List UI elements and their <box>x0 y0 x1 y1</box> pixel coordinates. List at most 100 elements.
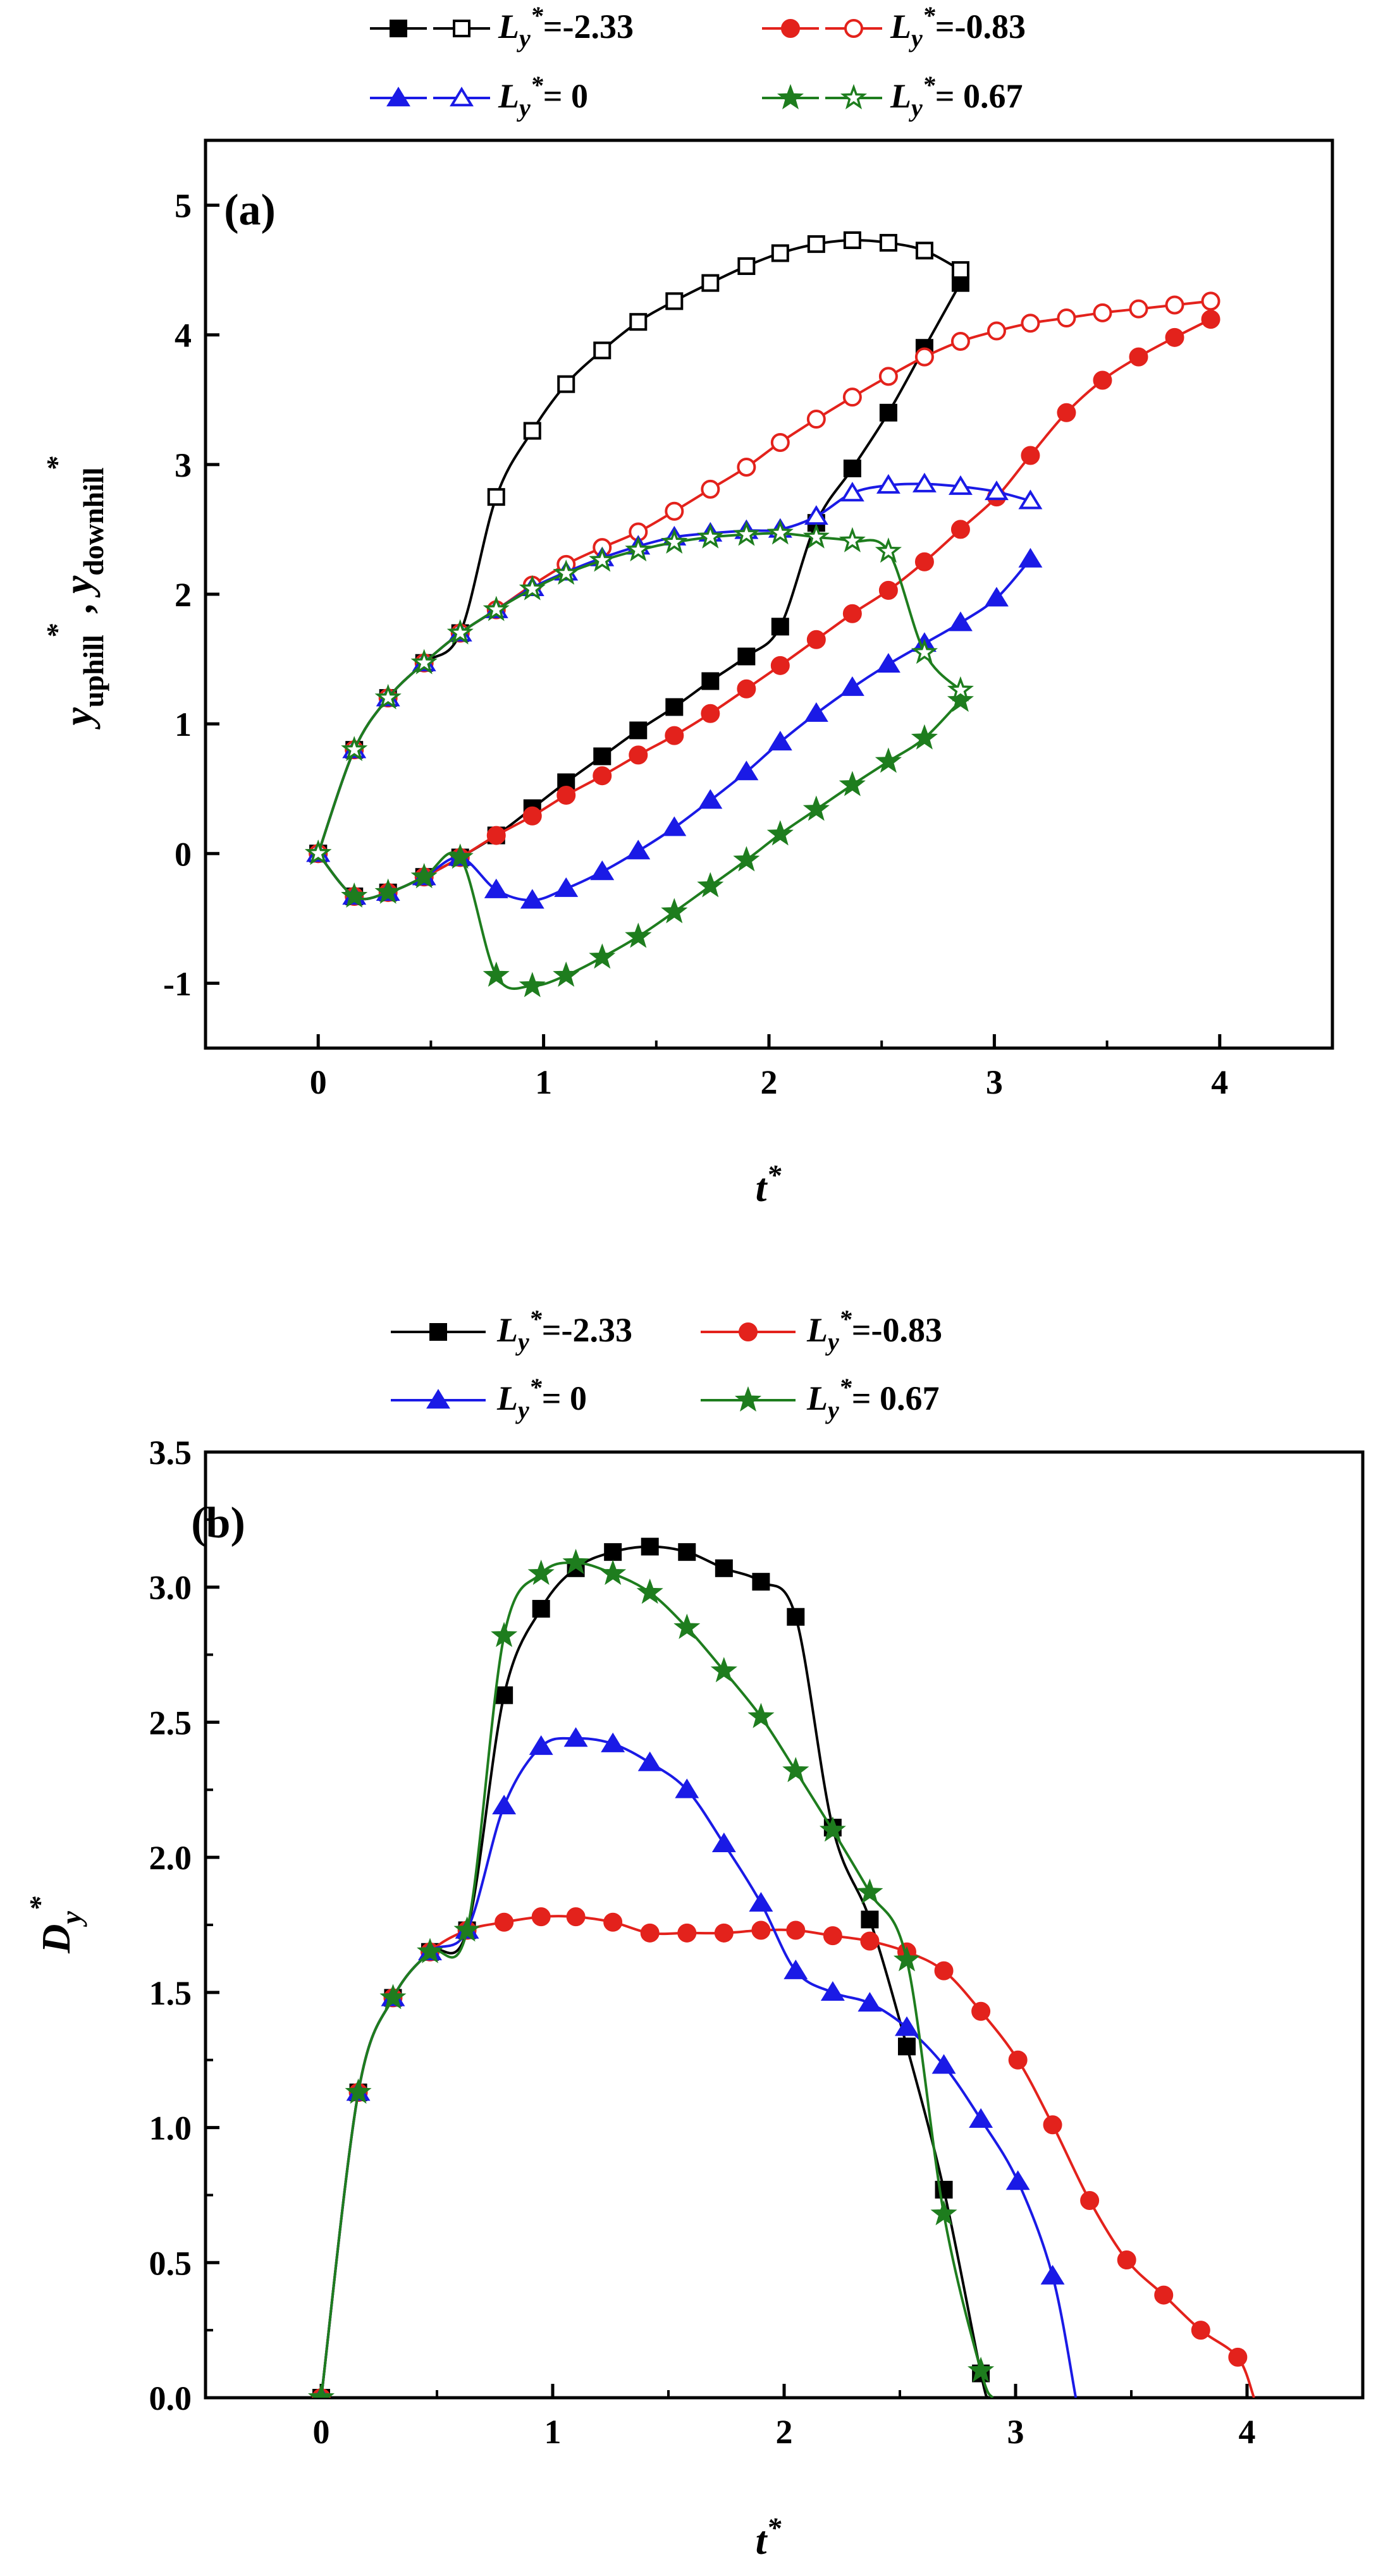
legend-marker-open <box>844 19 863 38</box>
data-point <box>446 843 474 869</box>
data-point <box>819 1816 846 1842</box>
data-point <box>641 1537 659 1556</box>
data-point <box>934 1961 954 1981</box>
data-point <box>1093 303 1112 322</box>
data-point <box>1165 295 1184 315</box>
data-point <box>911 724 938 750</box>
data-point <box>1057 403 1076 422</box>
data-point <box>519 972 546 998</box>
data-point <box>589 943 616 969</box>
series-line <box>317 532 962 854</box>
data-point <box>1018 547 1043 568</box>
data-point <box>527 1560 555 1585</box>
data-point <box>804 702 828 722</box>
data-point <box>861 1910 879 1929</box>
data-point <box>637 1751 662 1771</box>
data-point <box>1117 2250 1136 2270</box>
x-tick-label: 0 <box>310 1063 327 1101</box>
data-point <box>562 1549 589 1575</box>
data-point <box>786 1920 806 1940</box>
legend-marker-filled <box>386 87 410 107</box>
data-point <box>914 552 934 571</box>
data-point <box>529 1735 553 1755</box>
data-point <box>522 806 542 826</box>
data-point <box>495 1686 513 1704</box>
legend-item-d: Ly*= 0.67 <box>701 1373 940 1424</box>
data-point <box>987 321 1006 341</box>
data-point <box>857 1992 882 2012</box>
data-point <box>950 331 970 351</box>
data-point <box>969 2108 993 2128</box>
data-point <box>589 546 616 572</box>
data-point <box>984 480 1009 501</box>
legend-marker-open <box>840 83 868 109</box>
y-tick-label: 0.5 <box>149 2244 192 2282</box>
series-ly-0.67 <box>307 1549 995 2398</box>
x-axis-label: t* <box>756 2512 782 2563</box>
legend-label: Ly*=-2.33 <box>498 1 634 52</box>
data-point <box>1201 291 1220 311</box>
data-point <box>626 839 651 860</box>
legend-marker-filled <box>777 83 804 109</box>
y-tick-label: 3.5 <box>149 1434 192 1472</box>
data-point <box>782 1757 809 1783</box>
data-point <box>629 313 648 331</box>
data-point <box>701 704 720 723</box>
data-point <box>483 595 510 621</box>
data-point <box>766 519 794 545</box>
y-tick-label: -1 <box>163 965 192 1003</box>
data-point <box>557 375 575 393</box>
legend-label: Ly*= 0 <box>498 71 588 122</box>
data-point <box>807 235 825 253</box>
data-point <box>417 1938 444 1963</box>
y-tick-label: 2 <box>175 576 192 614</box>
data-point <box>486 826 506 845</box>
data-point <box>820 1981 845 2001</box>
data-point <box>675 1778 699 1798</box>
data-point <box>698 789 723 809</box>
series-line <box>320 1561 994 2398</box>
series-ly-0.83-uphill <box>309 291 1220 864</box>
data-point <box>603 1912 623 1932</box>
series-line <box>317 282 962 901</box>
data-point <box>492 1795 517 1815</box>
data-point <box>984 587 1009 607</box>
data-point <box>661 528 688 554</box>
data-point <box>968 2357 995 2383</box>
data-point <box>1040 2264 1065 2285</box>
data-point <box>446 619 474 645</box>
data-point <box>897 2037 916 2056</box>
legend-label: Ly*=-2.33 <box>496 1305 632 1356</box>
series-ly-0.67-uphill <box>305 519 974 865</box>
series-ly-2.33 <box>312 1537 990 2398</box>
data-point <box>947 687 974 712</box>
data-point <box>523 422 541 440</box>
data-point <box>879 234 897 252</box>
data-point <box>531 1907 551 1927</box>
data-point <box>947 676 974 702</box>
series-ly-0.83-downhill <box>309 310 1220 906</box>
legend: Ly*=-2.33 Ly*=-0.83 Ly*= 0 Ly*= 0.67 <box>391 1305 942 1424</box>
data-point <box>840 676 864 696</box>
data-point <box>701 672 720 690</box>
x-tick-label: 3 <box>986 1063 1003 1101</box>
data-point <box>878 367 898 386</box>
data-point <box>1008 2050 1028 2070</box>
data-point <box>629 745 648 765</box>
data-point <box>593 766 612 786</box>
data-point <box>860 1931 880 1951</box>
legend-marker-open <box>453 20 470 37</box>
data-area <box>305 231 1220 998</box>
series-line <box>320 1915 1255 2398</box>
data-point <box>770 656 790 675</box>
data-point <box>697 523 724 549</box>
data-point <box>563 1727 588 1747</box>
data-point <box>636 1578 663 1604</box>
data-point <box>770 432 790 452</box>
data-point <box>893 1946 920 1972</box>
y-axis-label: Dy* <box>23 1896 87 1954</box>
data-point <box>1129 347 1148 367</box>
data-point <box>752 1573 770 1591</box>
data-point <box>495 1912 514 1932</box>
data-point <box>823 1926 842 1946</box>
